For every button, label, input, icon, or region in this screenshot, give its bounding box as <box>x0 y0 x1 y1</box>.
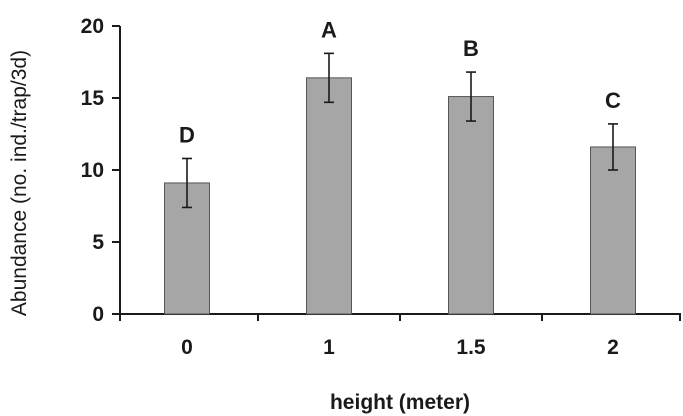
significance-label: A <box>321 17 337 42</box>
y-tick-label: 5 <box>92 231 104 254</box>
x-tick-label: 0 <box>181 336 193 359</box>
x-axis-title: height (meter) <box>330 391 470 414</box>
significance-labels: D A B C <box>179 17 621 147</box>
significance-label: C <box>605 88 621 113</box>
x-tick-label: 2 <box>607 336 619 359</box>
y-tick-label: 10 <box>81 159 104 182</box>
y-tick-label: 20 <box>81 15 104 38</box>
bar <box>590 146 636 315</box>
y-axis: 0 5 10 15 20 <box>81 15 121 326</box>
x-tick-label: 1.5 <box>456 336 486 359</box>
y-axis-title: Abundance (no. ind./trap/3d) <box>8 50 31 316</box>
x-axis: 0 1 1.5 2 <box>119 313 681 359</box>
bar <box>306 77 352 315</box>
bar <box>448 96 494 315</box>
x-tick-label: 1 <box>323 336 335 359</box>
y-tick-label: 15 <box>81 87 105 110</box>
bars <box>164 77 636 315</box>
significance-label: D <box>179 122 195 147</box>
error-bars <box>182 52 618 209</box>
y-tick-label: 0 <box>92 303 104 326</box>
significance-label: B <box>463 36 479 61</box>
